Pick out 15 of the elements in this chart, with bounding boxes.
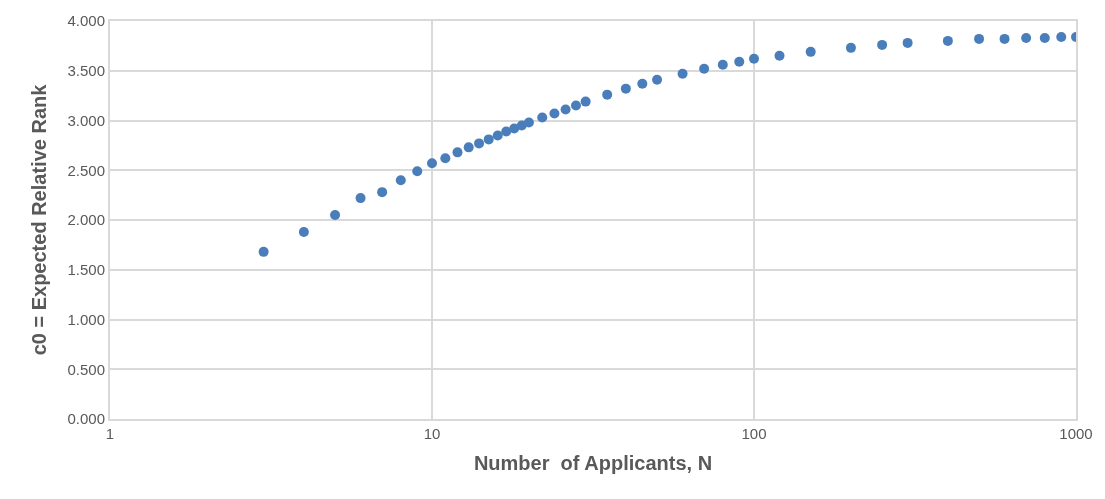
y-tick-label: 3.500 [67,62,105,79]
x-tick-label: 10 [423,425,441,442]
x-tick-label: 1000 [1059,425,1093,442]
y-tick-label: 4.000 [67,12,105,30]
y-tick-label: 0.000 [67,410,105,428]
x-tick-label: 100 [741,425,767,442]
y-tick-label: 0.500 [67,360,105,378]
y-tick-label: 2.000 [67,211,105,229]
y-tick-label: 1.000 [67,310,105,328]
x-tick-label: 1 [105,425,115,442]
y-tick-label: 1.500 [67,261,105,278]
y-tick-label: 2.500 [67,161,105,179]
y-tick-label: 3.000 [67,111,105,129]
y-axis-title: c0 = Expected Relative Rank [28,83,51,356]
x-axis-title: Number of Applicants, N [473,452,713,474]
